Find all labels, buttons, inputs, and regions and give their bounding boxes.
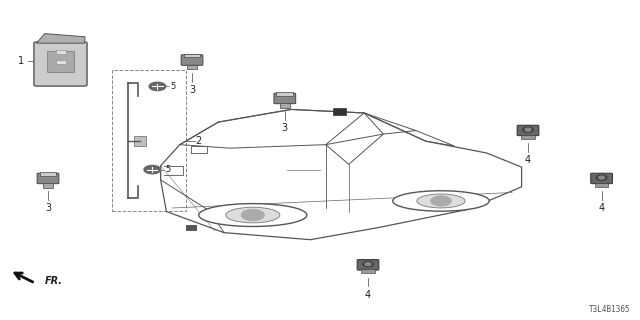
Text: 3: 3 [282,123,288,133]
Bar [521,135,535,139]
Bar [333,108,346,115]
Bar [361,269,375,273]
Circle shape [363,261,373,267]
Text: 3: 3 [45,203,51,213]
Text: 5: 5 [165,165,170,174]
Bar [56,50,66,54]
FancyBboxPatch shape [34,42,87,86]
FancyBboxPatch shape [517,125,539,136]
Bar [280,103,290,108]
Circle shape [144,165,161,174]
Text: T3L4B1365: T3L4B1365 [589,305,630,314]
Bar [44,183,53,188]
FancyBboxPatch shape [37,173,59,184]
Bar [187,65,197,69]
Circle shape [149,82,166,91]
Text: 4: 4 [598,203,605,213]
Circle shape [241,209,264,221]
Bar [56,60,66,64]
FancyBboxPatch shape [181,55,203,65]
Ellipse shape [226,207,280,223]
Text: 5: 5 [170,82,175,91]
Circle shape [596,175,607,180]
Ellipse shape [393,191,489,211]
Circle shape [525,128,531,131]
Bar [40,172,56,176]
Polygon shape [36,34,85,43]
Circle shape [365,263,371,266]
Bar [276,92,293,96]
FancyBboxPatch shape [274,93,296,104]
Ellipse shape [198,204,307,227]
Text: 1: 1 [17,56,24,66]
Ellipse shape [417,194,465,208]
Text: FR.: FR. [45,276,63,286]
Text: 2: 2 [195,136,202,146]
Bar [595,183,609,187]
Text: 4: 4 [365,290,371,300]
Bar [186,225,196,230]
FancyBboxPatch shape [591,173,612,184]
FancyBboxPatch shape [357,260,379,270]
Circle shape [598,176,605,179]
Circle shape [431,196,451,206]
Bar [184,54,200,58]
Circle shape [523,127,533,132]
Bar [112,70,186,211]
Bar [47,51,74,72]
Text: 4: 4 [525,155,531,165]
Text: 3: 3 [189,85,195,95]
Bar [134,136,146,146]
